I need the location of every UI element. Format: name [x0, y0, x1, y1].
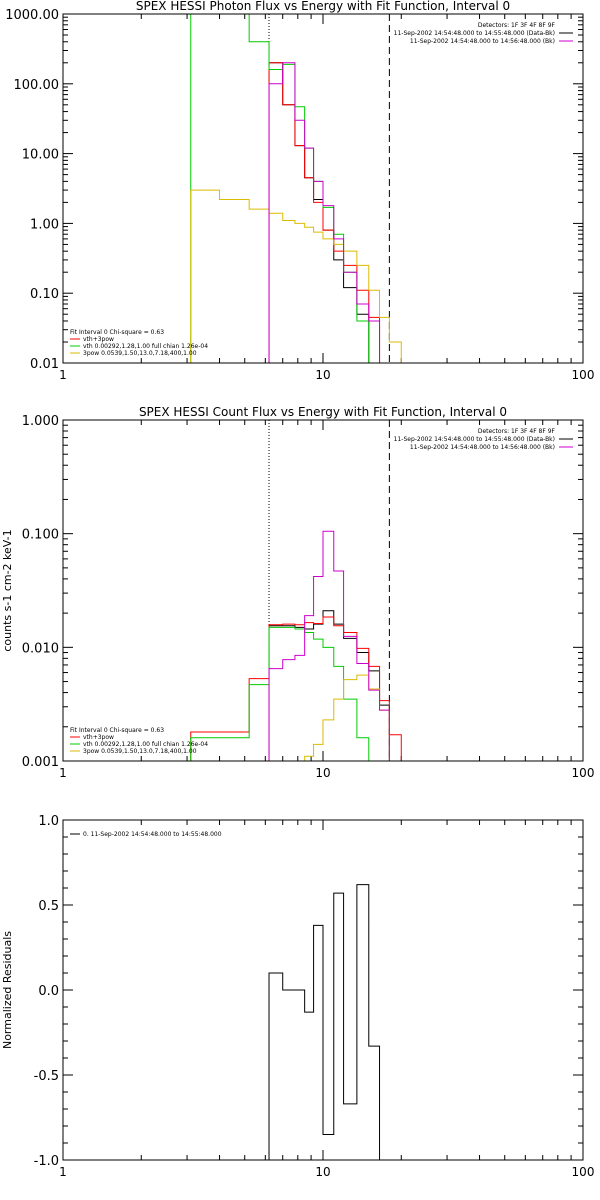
series-step-0 [268, 610, 390, 761]
y-tick-label: 100.00 [14, 78, 60, 93]
x-tick-label: 100 [572, 1165, 595, 1179]
x-tick-label: 100 [572, 766, 595, 780]
legend-right-entry: Detectors: 1F 3F 4F 8F 9F [478, 22, 556, 29]
plot-frame [62, 419, 584, 762]
legend-right-entry: 11-Sep-2002 14:54:48.000 to 14:56:48.000… [410, 444, 555, 451]
y-tick-label: 0.001 [22, 755, 59, 770]
legend-left-entry: 3pow 0.0539,1.50,13.0,7.18,400,1.00 [83, 350, 197, 357]
series-step-0 [268, 884, 381, 1160]
residuals-panel: Normalized Residuals 1 10 100 -1.0 -0.5 0.0 0.5… [1, 814, 594, 1179]
legend-left-entry: vth+3pow [83, 734, 114, 741]
series-step-0 [268, 62, 370, 363]
legend-left-entry: vth+3pow [83, 336, 114, 343]
y-tick-label: -0.5 [34, 1069, 59, 1084]
chart-title: SPEX HESSI Photon Flux vs Energy with Fi… [136, 0, 510, 13]
x-tick-label: 1 [59, 368, 67, 382]
x-tick-label: 1 [59, 1165, 67, 1179]
series-step-3 [190, 189, 413, 363]
legend-left-entry: 3pow 0.0539,1.50,13.0,7.18,400,1.00 [83, 748, 197, 755]
x-tick-label: 10 [315, 368, 330, 382]
legend-right-entry: 11-Sep-2002 14:54:48.000 to 14:56:48.000… [410, 38, 555, 45]
series-step-4 [268, 530, 390, 761]
legend-right-entry: Detectors: 1F 3F 4F 8F 9F [478, 428, 556, 435]
y-tick-label: 0.10 [30, 287, 59, 302]
y-tick-label: 0.5 [38, 899, 59, 914]
y-tick-label: 10.00 [22, 148, 59, 163]
y-tick-label: 1.0 [38, 814, 59, 829]
x-tick-label: 100 [572, 368, 595, 382]
plot-frame [62, 819, 584, 1161]
series-step-3 [294, 674, 390, 761]
y-tick-label: -1.0 [34, 1154, 59, 1169]
y-tick-label: 0.010 [22, 641, 59, 656]
y-tick-label: 0.100 [22, 528, 59, 543]
legend-left-entry: Fit Interval 0 Chi-square = 0.63 [70, 329, 164, 336]
y-tick-label: 1000.00 [5, 8, 59, 23]
y-axis-label: counts s-1 cm-2 keV-1 [1, 529, 14, 651]
plot-frame [62, 13, 584, 364]
series-step-1 [268, 62, 381, 363]
series-step-2 [190, 626, 370, 761]
count-flux-panel: SPEX HESSI Count Flux vs Energy with Fit… [1, 405, 594, 780]
y-tick-label: 1.00 [30, 217, 59, 232]
y-axis-label: Normalized Residuals [1, 931, 14, 1049]
legend-left-entry: vth 0.00292,1.28,1.00 full chian 1.26e-0… [83, 741, 208, 748]
y-tick-label: 1.000 [22, 414, 59, 429]
legend-left-entry: 0. 11-Sep-2002 14:54:48.000 to 14:55:48.… [83, 831, 222, 838]
legend-right-entry: 11-Sep-2002 14:54:48.000 to 14:55:48.000… [394, 30, 555, 37]
series-step-4 [268, 62, 381, 363]
x-tick-label: 1 [59, 766, 67, 780]
legend-right-entry: 11-Sep-2002 14:54:48.000 to 14:55:48.000… [394, 436, 555, 443]
y-tick-label: 0.01 [30, 357, 59, 372]
series-step-2 [190, 14, 370, 363]
x-tick-label: 10 [315, 1165, 330, 1179]
legend-left-entry: Fit Interval 0 Chi-square = 0.63 [70, 727, 164, 734]
legend-left-entry: vth 0.00292,1.28,1.00 full chian 1.26e-0… [83, 343, 208, 350]
y-tick-label: 0.0 [38, 984, 59, 999]
photon-flux-panel: SPEX HESSI Photon Flux vs Energy with Fi… [5, 0, 594, 382]
x-tick-label: 10 [315, 766, 330, 780]
chart-title: SPEX HESSI Count Flux vs Energy with Fit… [139, 405, 507, 419]
